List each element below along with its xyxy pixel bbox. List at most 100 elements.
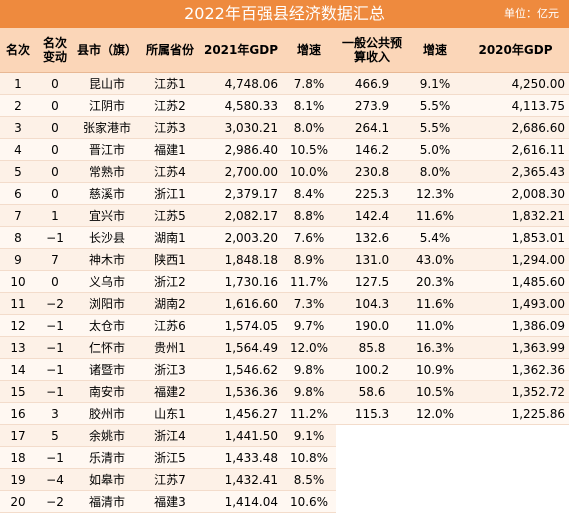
table-cell: 福建3 <box>140 490 200 513</box>
table-cell: 131.0 <box>336 248 408 271</box>
table-cell: −2 <box>36 292 74 315</box>
table-cell: −4 <box>36 468 74 491</box>
table-row: 19 −4 如皋市 江苏7 1,432.41 8.5% <box>0 468 569 491</box>
table-cell: 江苏4 <box>140 160 200 183</box>
table-cell: 8.9% <box>282 248 336 271</box>
table-cell: −1 <box>36 336 74 359</box>
table-row: 10 0 义乌市 浙江2 1,730.16 11.7% 127.5 20.3% 1,485.60 <box>0 270 569 293</box>
table-cell: 4 <box>0 138 36 161</box>
table-cell: 1,546.62 <box>200 358 282 381</box>
table-cell: 104.3 <box>336 292 408 315</box>
table-cell: 陕西1 <box>140 248 200 271</box>
table-cell: 胶州市 <box>74 402 140 425</box>
table-cell: −1 <box>36 380 74 403</box>
table-cell: 浙江3 <box>140 358 200 381</box>
table-cell: 湖南2 <box>140 292 200 315</box>
table-cell: 100.2 <box>336 358 408 381</box>
table-cell: 8.4% <box>282 182 336 205</box>
table-cell: 273.9 <box>336 94 408 117</box>
table-cell: 115.3 <box>336 402 408 425</box>
table-cell: 2,700.00 <box>200 160 282 183</box>
table-cell: 20 <box>0 490 36 513</box>
table-row: 8 −1 长沙县 湖南1 2,003.20 7.6% 132.6 5.4% 1,853.01 <box>0 226 569 249</box>
table-cell: 江苏7 <box>140 468 200 491</box>
table-row: 14 −1 诸暨市 浙江3 1,546.62 9.8% 100.2 10.9% 1,362.36 <box>0 358 569 381</box>
table-cell: 4,580.33 <box>200 94 282 117</box>
table-cell: 1,564.49 <box>200 336 282 359</box>
table-cell: 12 <box>0 314 36 337</box>
empty-cell <box>462 424 569 447</box>
empty-cell <box>336 446 408 469</box>
table-cell: 85.8 <box>336 336 408 359</box>
table-cell: 4,748.06 <box>200 72 282 95</box>
table-cell: 5 <box>36 424 74 447</box>
table-cell: 10.5% <box>282 138 336 161</box>
empty-cell <box>336 468 408 491</box>
table-cell: −1 <box>36 314 74 337</box>
table-cell: 127.5 <box>336 270 408 293</box>
table-row: 5 0 常熟市 江苏4 2,700.00 10.0% 230.8 8.0% 2,365.43 <box>0 160 569 183</box>
table-cell: 仁怀市 <box>74 336 140 359</box>
table-cell: 太仓市 <box>74 314 140 337</box>
data-table: 名次 名次变动 县市（旗） 所属省份 2021年GDP 增速 一般公共预算收入 增速 2020年… <box>0 28 569 513</box>
table-cell: 230.8 <box>336 160 408 183</box>
table-cell: 福清市 <box>74 490 140 513</box>
table-cell: 江苏3 <box>140 116 200 139</box>
table-cell: 10.9% <box>408 358 462 381</box>
table-cell: 江苏1 <box>140 72 200 95</box>
column-header: 2020年GDP <box>462 28 569 73</box>
empty-cell <box>408 468 462 491</box>
table-cell: 神木市 <box>74 248 140 271</box>
table-row: 7 1 宜兴市 江苏5 2,082.17 8.8% 142.4 11.6% 1,832.21 <box>0 204 569 227</box>
table-cell: 11.2% <box>282 402 336 425</box>
table-cell: 1,853.01 <box>462 226 569 249</box>
table-cell: 9.8% <box>282 358 336 381</box>
empty-cell <box>336 424 408 447</box>
table-cell: 14 <box>0 358 36 381</box>
table-cell: 江苏5 <box>140 204 200 227</box>
table-cell: 4,250.00 <box>462 72 569 95</box>
table-row: 20 −2 福清市 福建3 1,414.04 10.6% <box>0 490 569 513</box>
table-cell: 1,536.36 <box>200 380 282 403</box>
table-cell: 8.0% <box>282 116 336 139</box>
table-cell: 1,485.60 <box>462 270 569 293</box>
table-cell: 11.6% <box>408 204 462 227</box>
header-row: 名次 名次变动 县市（旗） 所属省份 2021年GDP 增速 一般公共预算收入 增速 2020年… <box>0 28 569 73</box>
table-cell: 11.6% <box>408 292 462 315</box>
table-cell: 466.9 <box>336 72 408 95</box>
table-cell: 慈溪市 <box>74 182 140 205</box>
table-cell: 17 <box>0 424 36 447</box>
table-cell: 3 <box>0 116 36 139</box>
table-cell: 2,986.40 <box>200 138 282 161</box>
table-cell: 浙江5 <box>140 446 200 469</box>
table-cell: 5.5% <box>408 94 462 117</box>
table-cell: 9.1% <box>282 424 336 447</box>
table-cell: −2 <box>36 490 74 513</box>
table-cell: 1 <box>0 72 36 95</box>
table-cell: 1,433.48 <box>200 446 282 469</box>
column-header: 增速 <box>282 28 336 73</box>
table-cell: 10 <box>0 270 36 293</box>
table-cell: 6 <box>0 182 36 205</box>
title-bar: 2022年百强县经济数据汇总 单位：亿元 <box>0 0 569 28</box>
empty-cell <box>336 490 408 513</box>
table-row: 16 3 胶州市 山东1 1,456.27 11.2% 115.3 12.0% 1,225.86 <box>0 402 569 425</box>
column-header: 名次变动 <box>36 28 74 73</box>
table-cell: 0 <box>36 270 74 293</box>
table-cell: 7 <box>36 248 74 271</box>
table-cell: 264.1 <box>336 116 408 139</box>
table-cell: 0 <box>36 182 74 205</box>
table-cell: 5.4% <box>408 226 462 249</box>
table-cell: 乐清市 <box>74 446 140 469</box>
table-cell: 1,432.41 <box>200 468 282 491</box>
table-cell: 1,730.16 <box>200 270 282 293</box>
table-cell: 10.6% <box>282 490 336 513</box>
table-cell: 江苏6 <box>140 314 200 337</box>
table-cell: 8.0% <box>408 160 462 183</box>
table-cell: 225.3 <box>336 182 408 205</box>
table-cell: 1,225.86 <box>462 402 569 425</box>
empty-cell <box>408 424 462 447</box>
table-cell: 1,294.00 <box>462 248 569 271</box>
table-cell: 如皋市 <box>74 468 140 491</box>
